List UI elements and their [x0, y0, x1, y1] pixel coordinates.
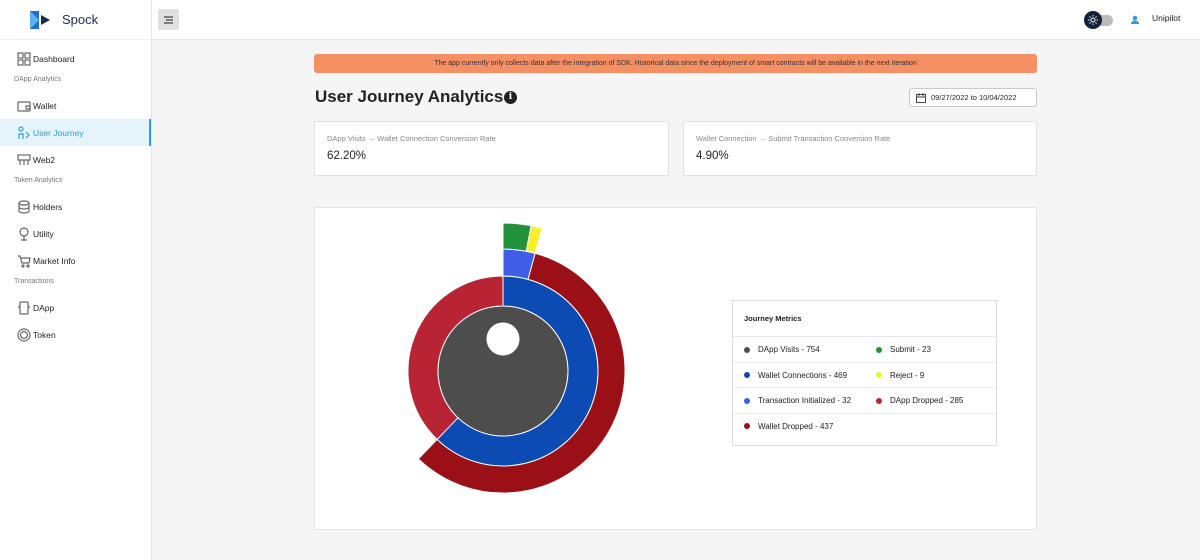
- sidebar-item-token[interactable]: Token: [0, 321, 151, 348]
- app-name: Spock: [62, 12, 99, 27]
- legend-label: Transaction Initialized - 32: [758, 396, 852, 406]
- sidebar-item-label: DApp: [33, 302, 55, 313]
- spock-logo-icon: [30, 10, 50, 29]
- sidebar-item-web2[interactable]: Web2: [0, 146, 151, 173]
- sidebar-item-label: Market Info: [33, 255, 76, 266]
- tree-icon: [17, 226, 31, 241]
- sun-icon: [1084, 11, 1102, 29]
- calendar-icon: [916, 92, 926, 103]
- page-title: User Journey Analytics: [315, 87, 504, 106]
- legend-row: Transaction Initialized - 32 DApp Droppe…: [733, 388, 996, 414]
- web-icon: [17, 153, 31, 167]
- journey-icon: [17, 125, 31, 140]
- metric-value: 62.20%: [327, 150, 367, 162]
- sidebar-item-label: Wallet: [33, 100, 57, 111]
- legend-item[interactable]: DApp Dropped - 285: [876, 388, 963, 414]
- sidebar-item-dapp[interactable]: DApp: [0, 294, 151, 321]
- legend-item[interactable]: Wallet Dropped - 437: [744, 414, 833, 440]
- date-range-picker[interactable]: 09/27/2022 to 10/04/2022: [909, 88, 1037, 107]
- legend-label: Reject - 9: [890, 370, 925, 380]
- cart-icon: [17, 254, 31, 268]
- grid-icon: [17, 51, 31, 66]
- legend-item[interactable]: Reject - 9: [876, 363, 924, 389]
- top-bar: Unipilot: [152, 0, 1200, 40]
- legend-label: Submit - 23: [890, 345, 931, 355]
- sidebar: Spock Dashboard DApp Analytics Wallet Us…: [0, 0, 152, 560]
- toggle-track: [1092, 15, 1113, 26]
- theme-toggle[interactable]: [1084, 10, 1114, 30]
- metric-card-dapp-to-wallet: DApp Visits → Wallet Connection Conversi…: [314, 121, 669, 176]
- sidebar-item-label: Token: [33, 329, 56, 340]
- sidebar-item-label: Utility: [33, 228, 54, 239]
- info-icon[interactable]: i: [504, 91, 517, 104]
- legend-dot: [744, 423, 750, 430]
- sidebar-item-utility[interactable]: Utility: [0, 220, 151, 247]
- metric-value: 4.90%: [696, 150, 729, 162]
- sunburst-segment-reject[interactable]: [525, 225, 543, 254]
- metric-label: DApp Visits → Wallet Connection Conversi…: [327, 134, 496, 143]
- legend-item[interactable]: Wallet Connections - 469: [744, 363, 847, 389]
- user-avatar-icon[interactable]: [1128, 13, 1142, 27]
- legend-item[interactable]: Transaction Initialized - 32: [744, 388, 851, 414]
- user-name[interactable]: Unipilot: [1152, 13, 1181, 23]
- menu-toggle-button[interactable]: [158, 9, 179, 30]
- wallet-icon: [17, 99, 31, 113]
- legend-dot: [876, 346, 882, 353]
- sidebar-item-dashboard[interactable]: Dashboard: [0, 45, 151, 72]
- sidebar-item-holders[interactable]: Holders: [0, 193, 151, 220]
- legend-label: DApp Visits - 754: [758, 345, 820, 355]
- sidebar-item-label: Web2: [33, 154, 56, 165]
- metric-label: Wallet Connection → Submit Transaction C…: [696, 134, 891, 143]
- sidebar-item-label: User Journey: [33, 127, 84, 138]
- sunburst-segment-dapp-visits[interactable]: [437, 305, 569, 437]
- legend-dot: [744, 397, 750, 404]
- legend-label: DApp Dropped - 285: [890, 396, 964, 406]
- legend-dot: [876, 397, 882, 404]
- sidebar-item-label: Holders: [33, 201, 63, 212]
- legend-title: Journey Metrics: [733, 301, 996, 337]
- chart-legend: Journey Metrics DApp Visits - 754 Submit…: [732, 300, 997, 446]
- sunburst-chart: [407, 222, 626, 494]
- legend-dot: [744, 372, 750, 379]
- coin-icon: [17, 327, 31, 342]
- date-range-text: 09/27/2022 to 10/04/2022: [931, 93, 1017, 102]
- info-banner: The app currently only collects data aft…: [314, 54, 1037, 73]
- nav-section-transactions: Transactions: [14, 278, 54, 285]
- sunburst-segment-wallet-dropped[interactable]: [417, 252, 626, 494]
- legend-dot: [876, 372, 882, 379]
- phone-icon: [17, 300, 31, 315]
- legend-label: Wallet Dropped - 437: [758, 421, 834, 431]
- chart-card: Journey Metrics DApp Visits - 754 Submit…: [314, 207, 1037, 530]
- menu-icon: [164, 15, 173, 24]
- legend-row: Wallet Connections - 469 Reject - 9: [733, 363, 996, 389]
- nav-section-token-analytics: Token Analytics: [14, 177, 63, 184]
- database-icon: [17, 199, 31, 214]
- legend-dot: [744, 346, 750, 353]
- sidebar-item-wallet[interactable]: Wallet: [0, 92, 151, 119]
- legend-label: Wallet Connections - 469: [758, 370, 848, 380]
- legend-row: Wallet Dropped - 437: [733, 414, 996, 440]
- sidebar-item-user-journey[interactable]: User Journey: [0, 119, 151, 146]
- nav-section-dapp-analytics: DApp Analytics: [14, 76, 62, 83]
- brand[interactable]: Spock: [0, 0, 151, 40]
- sidebar-item-label: Dashboard: [33, 53, 75, 64]
- sunburst-segment-dapp-dropped[interactable]: [407, 275, 504, 441]
- legend-row: DApp Visits - 754 Submit - 23: [733, 337, 996, 363]
- legend-item[interactable]: Submit - 23: [876, 337, 931, 363]
- sidebar-item-market-info[interactable]: Market Info: [0, 247, 151, 274]
- legend-item[interactable]: DApp Visits - 754: [744, 337, 820, 363]
- metric-card-wallet-to-submit: Wallet Connection → Submit Transaction C…: [683, 121, 1037, 176]
